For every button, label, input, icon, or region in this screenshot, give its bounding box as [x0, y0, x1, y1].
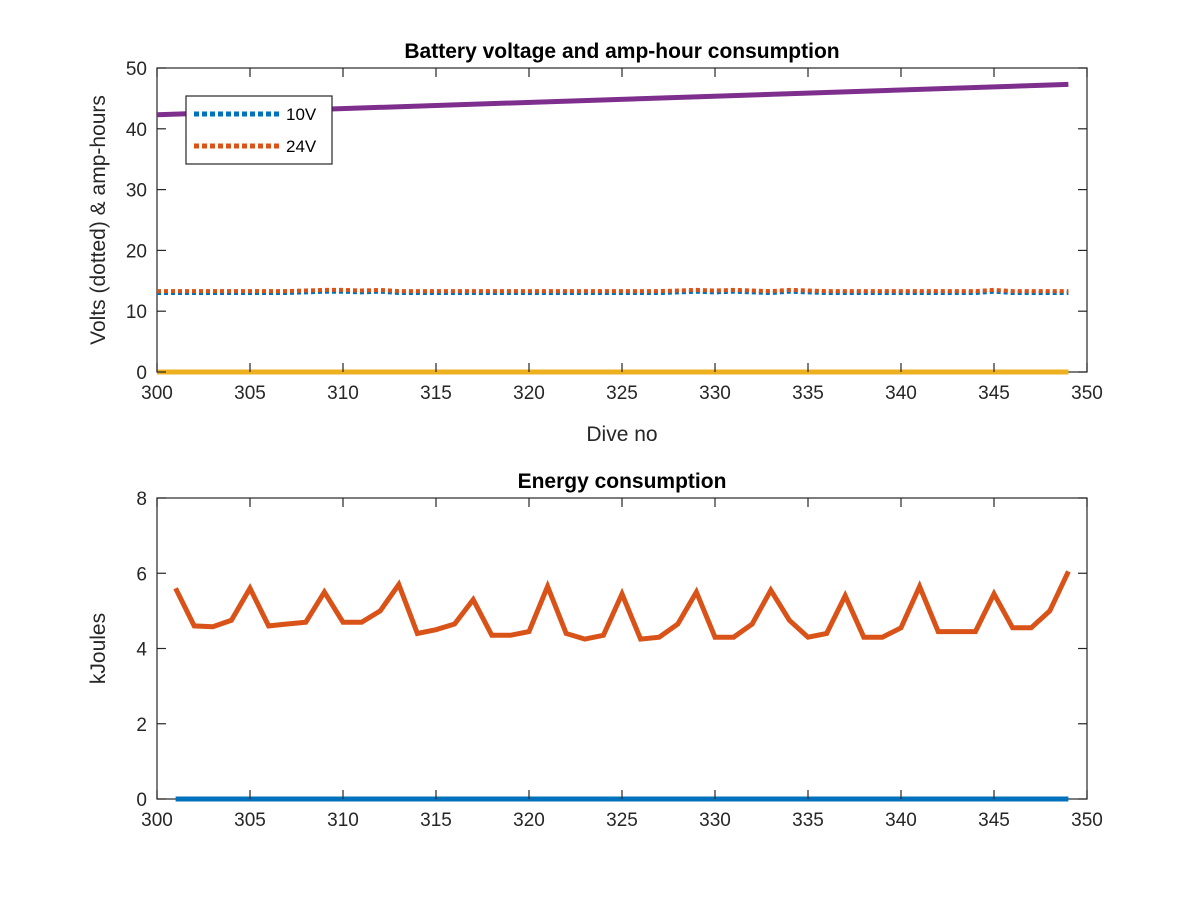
y-tick-label: 8 — [136, 489, 147, 510]
x-tick-label: 350 — [1071, 383, 1103, 404]
x-tick-label: 310 — [327, 383, 359, 404]
y-tick-label: 6 — [136, 564, 147, 585]
x-tick-label: 335 — [792, 810, 824, 831]
y-tick-label: 50 — [126, 59, 147, 80]
x-tick-label: 340 — [885, 383, 917, 404]
y-tick-label: 0 — [136, 790, 147, 811]
y-tick-label: 10 — [126, 302, 147, 323]
y-tick-label: 40 — [126, 120, 147, 141]
x-tick-label: 300 — [141, 383, 173, 404]
x-tick-label: 315 — [420, 383, 452, 404]
y-tick-label: 0 — [136, 363, 147, 384]
series-line-0 — [173, 570, 1071, 642]
x-tick-label: 345 — [978, 810, 1010, 831]
x-tick-label: 345 — [978, 383, 1010, 404]
x-tick-label: 320 — [513, 383, 545, 404]
y-tick-label: 20 — [126, 241, 147, 262]
x-tick-label: 300 — [141, 810, 173, 831]
x-tick-label: 350 — [1071, 810, 1103, 831]
x-tick-label: 335 — [792, 383, 824, 404]
x-tick-label: 325 — [606, 383, 638, 404]
chart-title: Energy consumption — [518, 470, 727, 493]
battery-voltage-plot: 300 305 310 315 320 325 330 335 340 345 350 0 10 20 30… — [87, 40, 1103, 446]
legend: 10V 24V — [185, 95, 333, 165]
legend-entry-10v: 10V — [286, 105, 317, 124]
energy-consumption-plot: 300 305 310 315 320 325 330 335 340 345 350 0 2 4 6 8 E… — [87, 470, 1103, 831]
ticks-layer: 300 305 310 315 320 325 330 335 340 345 350 0 10 20 30… — [126, 59, 1103, 404]
y-tick-label: 2 — [136, 715, 147, 736]
x-tick-label: 330 — [699, 383, 731, 404]
x-tick-label: 305 — [234, 810, 266, 831]
series-line-1 — [157, 287, 1069, 294]
legend-entry-24v: 24V — [286, 137, 317, 156]
chart-title: Battery voltage and amp-hour consumption — [404, 40, 839, 63]
y-tick-label: 30 — [126, 181, 147, 202]
x-tick-label: 325 — [606, 810, 638, 831]
x-tick-label: 305 — [234, 383, 266, 404]
x-axis-label: Dive no — [586, 423, 657, 446]
x-tick-label: 330 — [699, 810, 731, 831]
x-tick-label: 340 — [885, 810, 917, 831]
y-axis-label: kJoules — [87, 613, 110, 684]
y-axis-label: Volts (dotted) & amp-hours — [87, 95, 110, 345]
legend-box — [185, 95, 333, 165]
plot-area — [156, 497, 1088, 800]
x-tick-label: 310 — [327, 810, 359, 831]
ticks-layer: 300 305 310 315 320 325 330 335 340 345 350 0 2 4 6 8 — [136, 489, 1102, 831]
x-tick-label: 315 — [420, 810, 452, 831]
y-tick-label: 4 — [136, 640, 147, 661]
x-tick-label: 320 — [513, 810, 545, 831]
